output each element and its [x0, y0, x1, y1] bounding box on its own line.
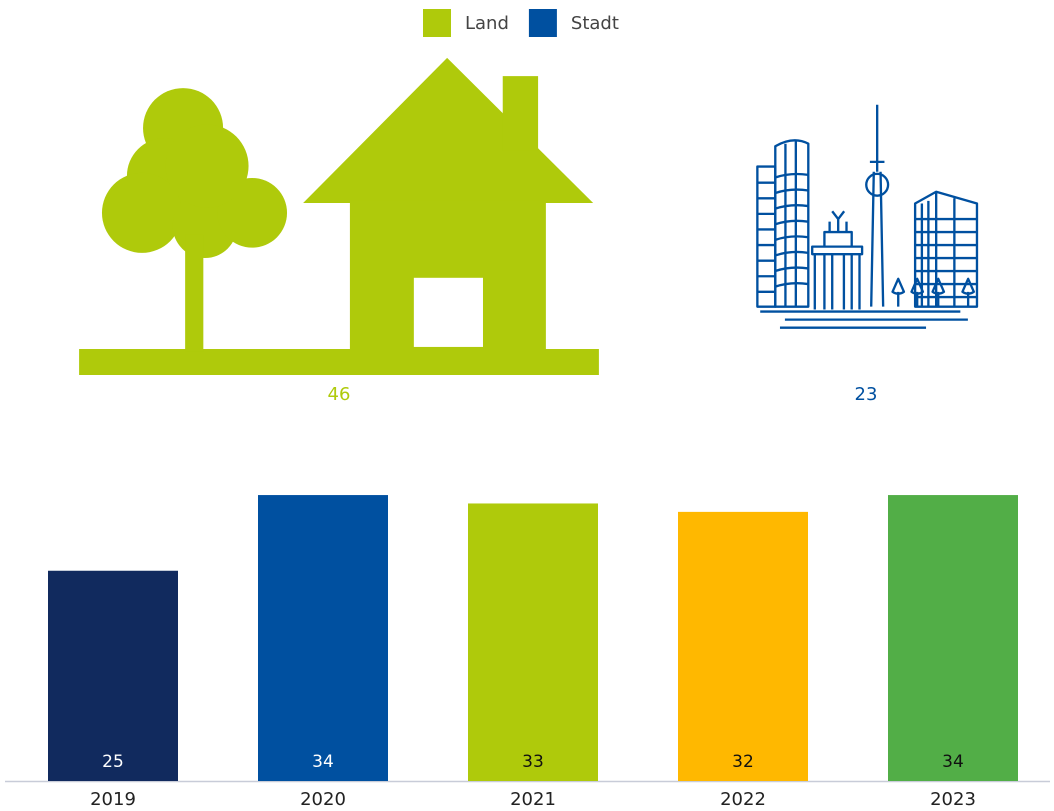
city-icon [757, 105, 977, 328]
bar-value-label: 34 [312, 752, 334, 772]
building [915, 192, 977, 307]
land-icon [79, 58, 599, 375]
tree [893, 279, 904, 307]
city-line [757, 205, 808, 214]
bar [468, 503, 598, 781]
ground [79, 349, 599, 375]
x-tick-label: 2021 [510, 789, 556, 810]
legend-swatch [529, 9, 557, 37]
legend-label: Stadt [571, 13, 619, 34]
value-label: 23 [855, 384, 878, 405]
bar [258, 495, 388, 781]
value-label: 46 [328, 384, 351, 405]
door [414, 278, 483, 347]
roof [303, 58, 593, 203]
city-line [757, 221, 808, 230]
city-line [757, 268, 808, 277]
bar-value-label: 32 [732, 752, 754, 772]
x-tick-label: 2020 [300, 789, 346, 810]
legend-label: Land [465, 13, 509, 34]
quadriga [824, 211, 851, 246]
legend: Land Stadt [423, 9, 619, 37]
city-line [757, 190, 808, 199]
bar [888, 495, 1018, 781]
chimney [503, 76, 538, 151]
city-line [757, 283, 808, 292]
bar-value-label: 33 [522, 752, 544, 772]
bar-value-label: 25 [102, 752, 124, 772]
city-line [757, 174, 808, 183]
city-line [757, 236, 808, 245]
bar-value-label: 34 [942, 752, 964, 772]
x-tick-label: 2022 [720, 789, 766, 810]
city-line [785, 141, 795, 307]
tower-ball [866, 174, 888, 196]
tree-trunk [185, 235, 203, 352]
gate [812, 247, 862, 310]
bar [678, 512, 808, 781]
legend-swatch [423, 9, 451, 37]
ground-line [760, 312, 968, 328]
x-tick-label: 2019 [90, 789, 136, 810]
bar [48, 571, 178, 781]
tower [870, 105, 885, 307]
infographic: Land Stadt 46 23 25 2019 34 2020 33 2021 32 2022 34 2… [0, 0, 1054, 811]
tree-crown [165, 124, 248, 207]
city-line [757, 252, 808, 261]
x-tick-label: 2023 [930, 789, 976, 810]
building [757, 167, 775, 307]
